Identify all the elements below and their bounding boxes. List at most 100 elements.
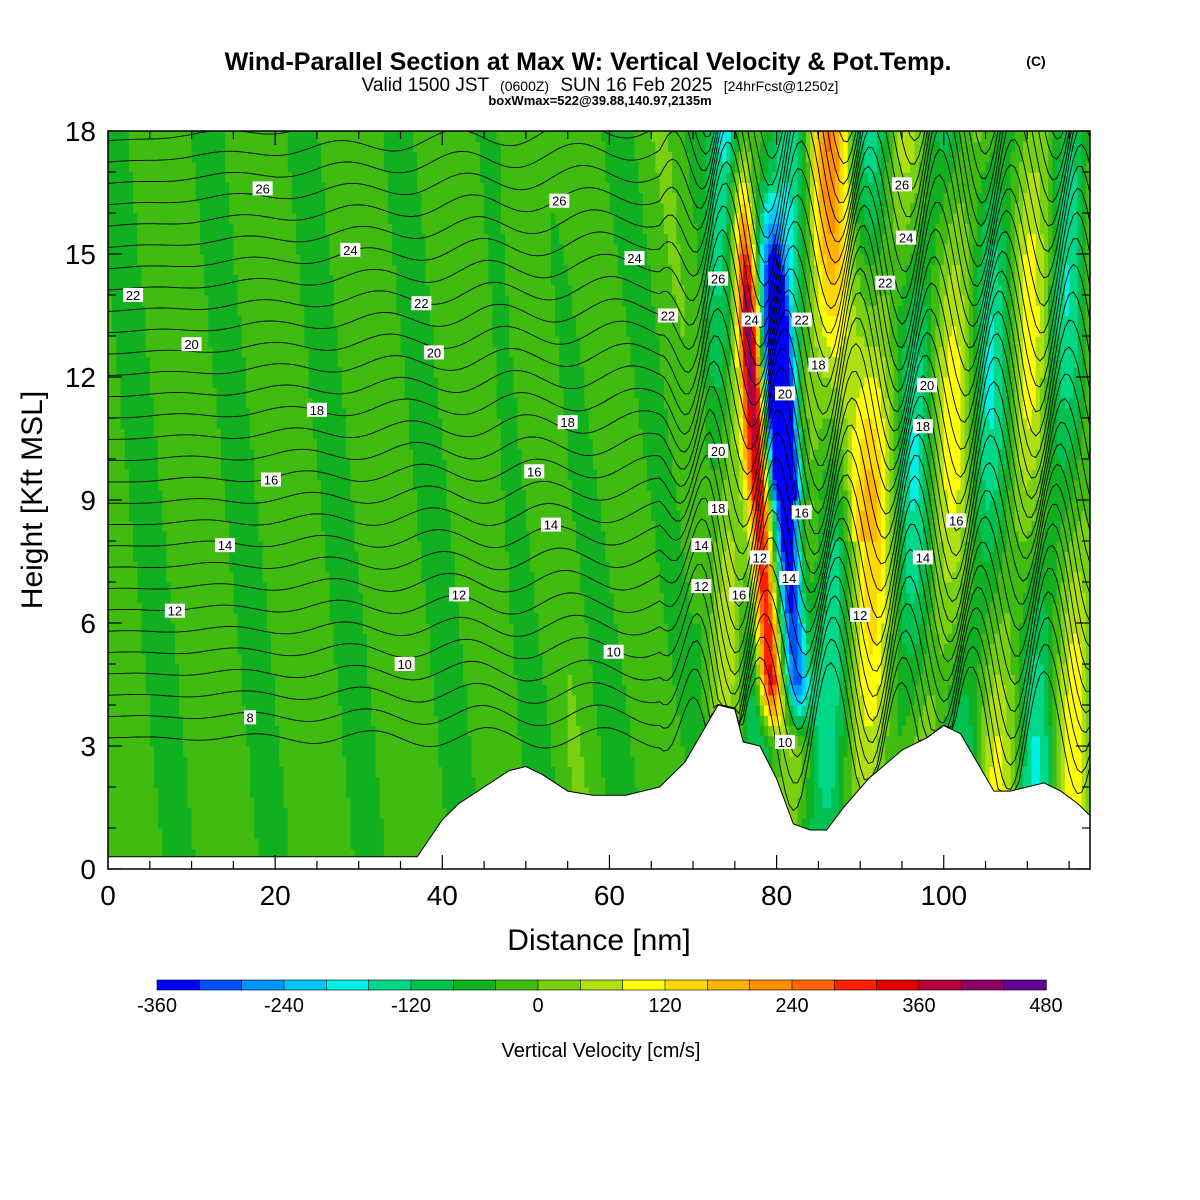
w-cell [183, 521, 188, 532]
w-cell [200, 828, 205, 839]
w-cell [137, 551, 142, 562]
w-cell [167, 162, 172, 173]
w-cell [125, 541, 130, 552]
w-cell [196, 838, 201, 849]
w-cell [158, 285, 163, 296]
w-cell [150, 254, 155, 265]
w-cell [204, 541, 209, 552]
w-cell [154, 336, 159, 347]
w-cell [116, 613, 121, 624]
w-cell [121, 244, 126, 255]
w-cell [158, 459, 163, 470]
w-cell [154, 193, 159, 204]
w-cell [167, 377, 172, 388]
w-cell [171, 449, 176, 460]
w-cell [154, 357, 159, 368]
w-cell [204, 254, 209, 265]
w-cell [187, 582, 192, 593]
w-cell [179, 551, 184, 562]
w-cell [196, 582, 201, 593]
w-cell [129, 541, 134, 552]
w-cell [141, 182, 146, 193]
w-cell [121, 182, 126, 193]
w-cell [112, 336, 117, 347]
w-cell [171, 767, 176, 778]
w-cell [200, 398, 205, 409]
w-cell [162, 787, 167, 798]
w-cell [179, 572, 184, 583]
w-cell [125, 726, 130, 737]
w-cell [183, 449, 188, 460]
w-cell [171, 818, 176, 829]
w-cell [116, 428, 121, 439]
w-cell [167, 254, 172, 265]
w-cell [175, 193, 180, 204]
w-cell [154, 521, 159, 532]
w-cell [183, 223, 188, 234]
w-cell [175, 234, 180, 245]
w-cell [196, 162, 201, 173]
w-cell [116, 674, 121, 685]
w-cell [146, 654, 151, 665]
w-cell [116, 756, 121, 767]
w-cell [162, 162, 167, 173]
w-cell [167, 726, 172, 737]
w-cell [204, 428, 209, 439]
w-cell [158, 131, 163, 142]
w-cell [171, 582, 176, 593]
w-cell [179, 203, 184, 214]
w-cell [187, 398, 192, 409]
w-cell [133, 531, 138, 542]
w-cell [121, 469, 126, 480]
w-cell [154, 387, 159, 398]
w-cell [175, 736, 180, 747]
w-cell [171, 182, 176, 193]
w-cell [150, 500, 155, 511]
w-cell [167, 234, 172, 245]
w-cell [167, 664, 172, 675]
w-cell [133, 398, 138, 409]
w-cell [200, 613, 205, 624]
w-cell [208, 808, 213, 819]
w-cell [204, 521, 209, 532]
w-cell [133, 808, 138, 819]
w-cell [162, 551, 167, 562]
w-cell [171, 500, 176, 511]
w-cell [121, 141, 126, 152]
chart-title: Wind-Parallel Section at Max W: Vertical… [225, 48, 952, 76]
w-cell [154, 787, 159, 798]
w-cell [116, 193, 121, 204]
w-cell [146, 275, 151, 286]
w-cell [137, 162, 142, 173]
w-cell [112, 264, 117, 275]
w-cell [171, 305, 176, 316]
w-cell [162, 223, 167, 234]
w-cell [192, 244, 197, 255]
w-cell [146, 623, 151, 634]
w-cell [200, 449, 205, 460]
w-cell [183, 469, 188, 480]
w-cell [116, 767, 121, 778]
w-cell [154, 746, 159, 757]
w-cell [179, 275, 184, 286]
w-cell [150, 695, 155, 706]
w-cell [154, 767, 159, 778]
w-cell [179, 654, 184, 665]
w-cell [200, 777, 205, 788]
w-cell [192, 162, 197, 173]
w-cell [125, 633, 130, 644]
w-cell [192, 736, 197, 747]
w-cell [192, 510, 197, 521]
w-cell [150, 213, 155, 224]
w-cell [175, 336, 180, 347]
w-cell [125, 162, 130, 173]
w-cell [204, 705, 209, 716]
w-cell [162, 490, 167, 501]
w-cell [171, 510, 176, 521]
w-cell [167, 582, 172, 593]
w-cell [162, 408, 167, 419]
w-cell [175, 797, 180, 808]
w-cell [187, 449, 192, 460]
w-cell [192, 767, 197, 778]
w-cell [125, 377, 130, 388]
